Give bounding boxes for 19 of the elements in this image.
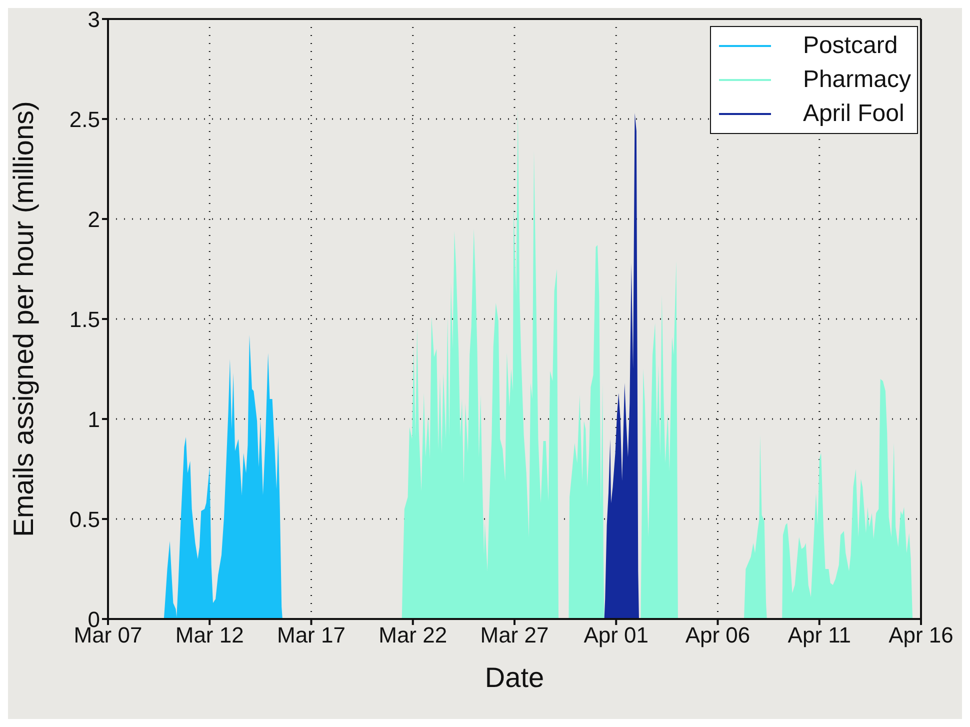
y-tick-label: 1 [88,406,100,432]
x-tick-label: Apr 11 [788,622,851,648]
y-tick-label: 2.5 [69,106,100,132]
x-tick-label: Apr 06 [685,622,750,648]
x-tick-label: Mar 12 [175,622,244,648]
x-tick-label: Mar 22 [378,622,448,648]
x-axis-title: Date [484,662,544,693]
y-tick-label: 1.5 [69,306,100,332]
legend-label: Postcard [802,32,898,60]
y-axis-title: Emails assigned per hour (millions) [8,101,39,537]
x-tick-label: Mar 17 [277,622,346,648]
y-tick-label: 3 [88,6,100,32]
x-tick-label: Apr 01 [584,622,649,648]
x-tick-label: Apr 16 [888,622,954,648]
legend-label: Pharmacy [802,66,911,94]
y-tick-label: 2 [88,206,100,232]
legend-label: April Fool [802,100,904,128]
x-tick-label: Mar 27 [480,622,549,648]
y-tick-label: 0.5 [69,506,100,532]
